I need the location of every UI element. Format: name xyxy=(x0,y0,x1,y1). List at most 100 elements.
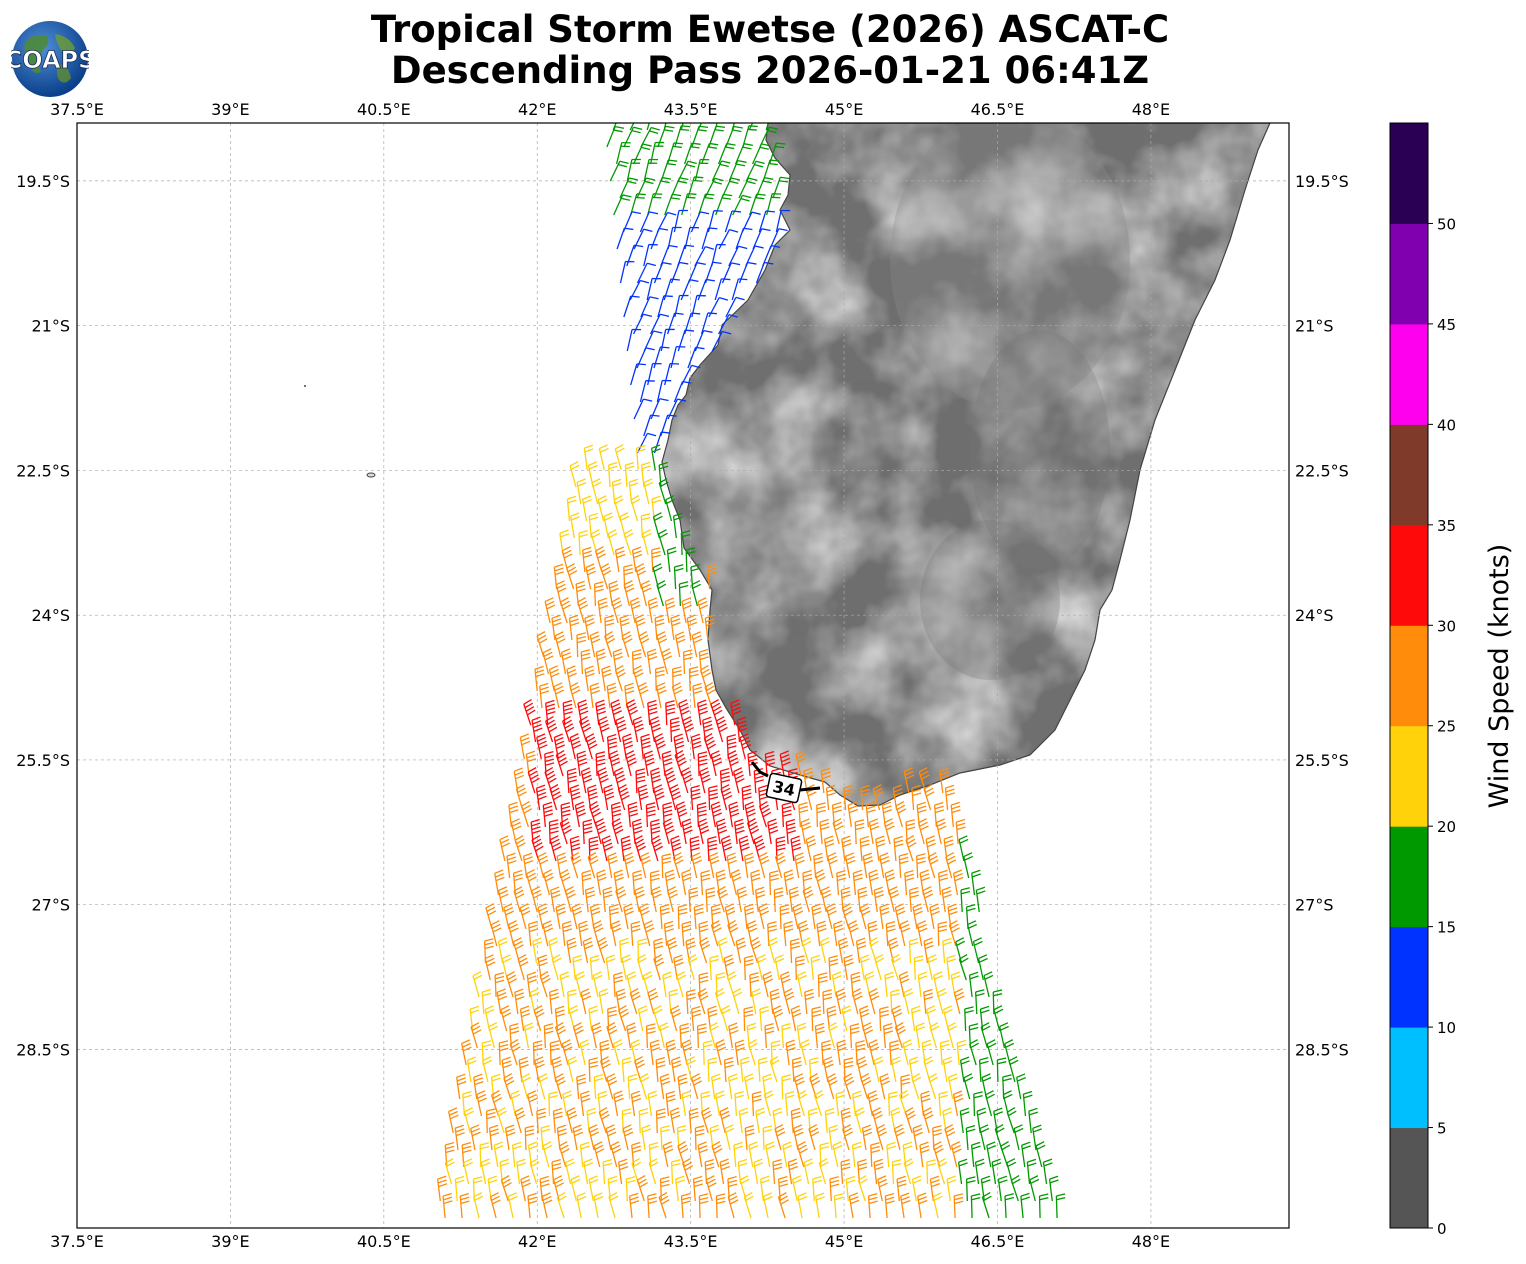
wind-barb xyxy=(926,1159,936,1185)
wind-barb xyxy=(580,649,591,675)
wind-barb xyxy=(764,1023,775,1049)
wind-barb xyxy=(566,1107,578,1134)
wind-barb xyxy=(865,801,876,828)
wind-barb xyxy=(743,1006,754,1032)
wind-barb xyxy=(996,1057,1007,1083)
wind-barb xyxy=(643,750,655,777)
wind-barb xyxy=(822,989,833,1015)
wind-barb xyxy=(488,1124,500,1151)
wind-barb xyxy=(506,852,517,879)
wind-barb xyxy=(758,210,775,233)
wind-barb xyxy=(732,988,743,1015)
wind-barb xyxy=(611,818,624,845)
wind-barb xyxy=(469,1005,480,1032)
wind-barb xyxy=(686,989,696,1015)
wind-barb xyxy=(629,123,635,131)
wind-barb xyxy=(670,346,686,369)
wind-barb xyxy=(912,903,923,930)
wind-barb xyxy=(842,1124,854,1151)
coaps-logo: COAPS xyxy=(11,21,89,97)
wind-barb xyxy=(963,1073,974,1100)
wind-barb xyxy=(444,1158,455,1185)
wind-barb xyxy=(935,818,947,845)
wind-barb xyxy=(527,767,540,794)
wind-barb xyxy=(851,988,863,1015)
wind-barb xyxy=(955,937,966,964)
wind-barb xyxy=(647,1193,658,1219)
wind-barb xyxy=(593,1141,605,1168)
wind-barb xyxy=(589,954,600,981)
wind-barb xyxy=(542,648,554,675)
wind-barb xyxy=(872,784,884,811)
wind-barb xyxy=(569,835,581,862)
wind-barb xyxy=(782,1141,793,1168)
wind-barb xyxy=(738,835,750,862)
wind-barb xyxy=(908,938,919,964)
wind-barb xyxy=(511,1141,522,1168)
wind-barb xyxy=(879,1073,891,1100)
axis-ticks: 37.5°E 37.5°E 39°E 39°E 40.5°E 40.5°E 42°E 42°E… xyxy=(16,100,1349,1251)
wind-barb xyxy=(825,784,837,811)
wind-barb xyxy=(932,1141,944,1168)
wind-barb xyxy=(687,954,698,981)
wind-barb xyxy=(796,971,807,998)
wind-barb xyxy=(697,818,710,845)
wind-barb xyxy=(559,597,571,624)
wind-barb xyxy=(827,1022,838,1049)
wind-barb xyxy=(657,529,668,556)
wind-barb xyxy=(536,733,548,760)
wind-barb xyxy=(630,920,641,947)
wind-barb xyxy=(762,1125,773,1151)
wind-barb xyxy=(887,937,899,964)
wind-barb xyxy=(848,1192,860,1219)
wind-barb xyxy=(894,1022,906,1049)
wind-barb xyxy=(817,972,828,998)
wind-barb xyxy=(636,262,657,284)
wind-barb xyxy=(598,1107,610,1134)
wind-barb xyxy=(927,954,938,981)
wind-barb xyxy=(825,903,837,930)
wind-barb xyxy=(614,546,626,573)
colorbar-tick-label: 0 xyxy=(1437,1220,1447,1238)
wind-barb xyxy=(993,1005,1004,1032)
wind-barb xyxy=(975,886,986,913)
wind-barb xyxy=(583,444,594,471)
wind-barb xyxy=(826,1005,837,1032)
wind-barb xyxy=(641,529,652,556)
colorbar-tick-label: 10 xyxy=(1437,1019,1456,1037)
wind-barb xyxy=(602,886,613,913)
wind-barb xyxy=(633,398,653,420)
wind-barb xyxy=(952,1090,964,1117)
wind-barb xyxy=(593,581,604,607)
wind-barb xyxy=(682,649,693,675)
wind-barb xyxy=(923,988,934,1015)
wind-barb xyxy=(802,869,813,896)
wind-barb xyxy=(903,1158,914,1185)
wind-barb xyxy=(811,1006,822,1032)
lat-tick-label: 27°S xyxy=(1295,896,1334,915)
wind-barb xyxy=(607,852,618,879)
wind-barb xyxy=(787,1158,799,1185)
wind-barb xyxy=(819,1142,830,1168)
wind-barb xyxy=(677,329,695,352)
wind-barb xyxy=(733,1141,744,1168)
lat-tick-label: 27°S xyxy=(31,896,70,915)
wind-barb xyxy=(875,1124,888,1151)
wind-barb xyxy=(785,1039,796,1066)
wind-barb xyxy=(790,1005,802,1032)
wind-barb xyxy=(580,988,592,1015)
wind-barb xyxy=(560,648,572,675)
wind-barb xyxy=(981,1192,992,1219)
wind-barb xyxy=(879,852,890,879)
wind-barb xyxy=(482,1056,492,1083)
wind-barb xyxy=(894,903,906,930)
wind-barb xyxy=(566,937,577,964)
wind-barb xyxy=(852,869,863,896)
wind-barb xyxy=(762,1192,773,1219)
wind-barb xyxy=(860,784,871,811)
wind-barb xyxy=(895,801,907,828)
wind-barb xyxy=(775,836,786,862)
wind-barb xyxy=(636,954,647,981)
34kt-contour xyxy=(799,786,821,792)
wind-barb xyxy=(790,835,802,862)
